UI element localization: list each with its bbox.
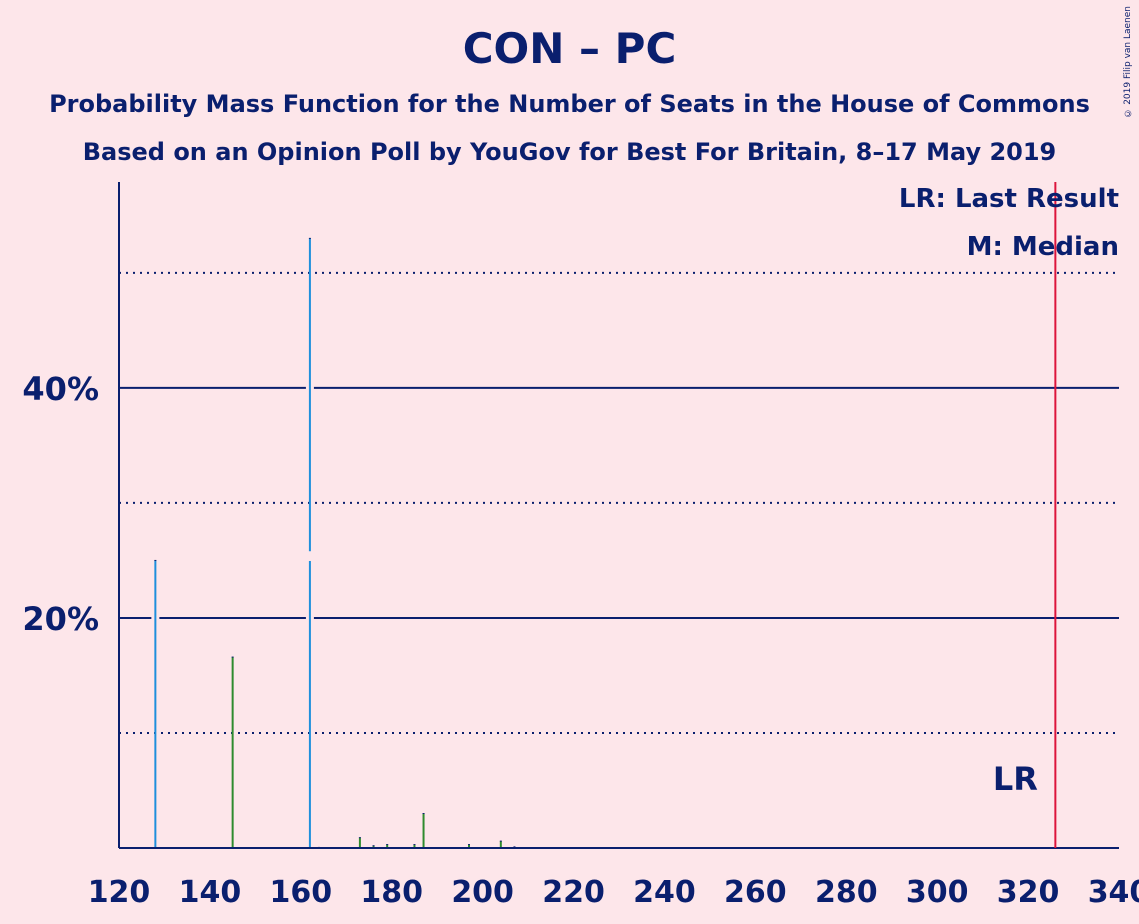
legend-median: M: Median	[966, 232, 1119, 262]
x-tick-label-240: 240	[633, 875, 696, 910]
x-tick-label-320: 320	[997, 875, 1060, 910]
median-marker-gap	[307, 551, 312, 561]
x-tick-label-340: 340	[1088, 875, 1139, 910]
last-result-label: LR	[993, 760, 1038, 798]
x-tick-label-300: 300	[906, 875, 969, 910]
y-tick-label-20: 20%	[22, 600, 99, 638]
chart-title: CON – PC	[462, 24, 677, 73]
chart-subtitle: Probability Mass Function for the Number…	[49, 90, 1090, 118]
y-tick-label-40: 40%	[22, 370, 99, 408]
x-tick-label-160: 160	[270, 875, 333, 910]
x-tick-label-260: 260	[724, 875, 787, 910]
x-tick-label-280: 280	[815, 875, 878, 910]
x-tick-label-180: 180	[360, 875, 423, 910]
x-tick-label-140: 140	[179, 875, 242, 910]
x-tick-label-220: 220	[542, 875, 605, 910]
x-tick-label-200: 200	[451, 875, 514, 910]
x-tick-label-120: 120	[88, 875, 151, 910]
legend-last-result: LR: Last Result	[898, 184, 1119, 214]
chart-subtitle-source: Based on an Opinion Poll by YouGov for B…	[82, 138, 1057, 166]
